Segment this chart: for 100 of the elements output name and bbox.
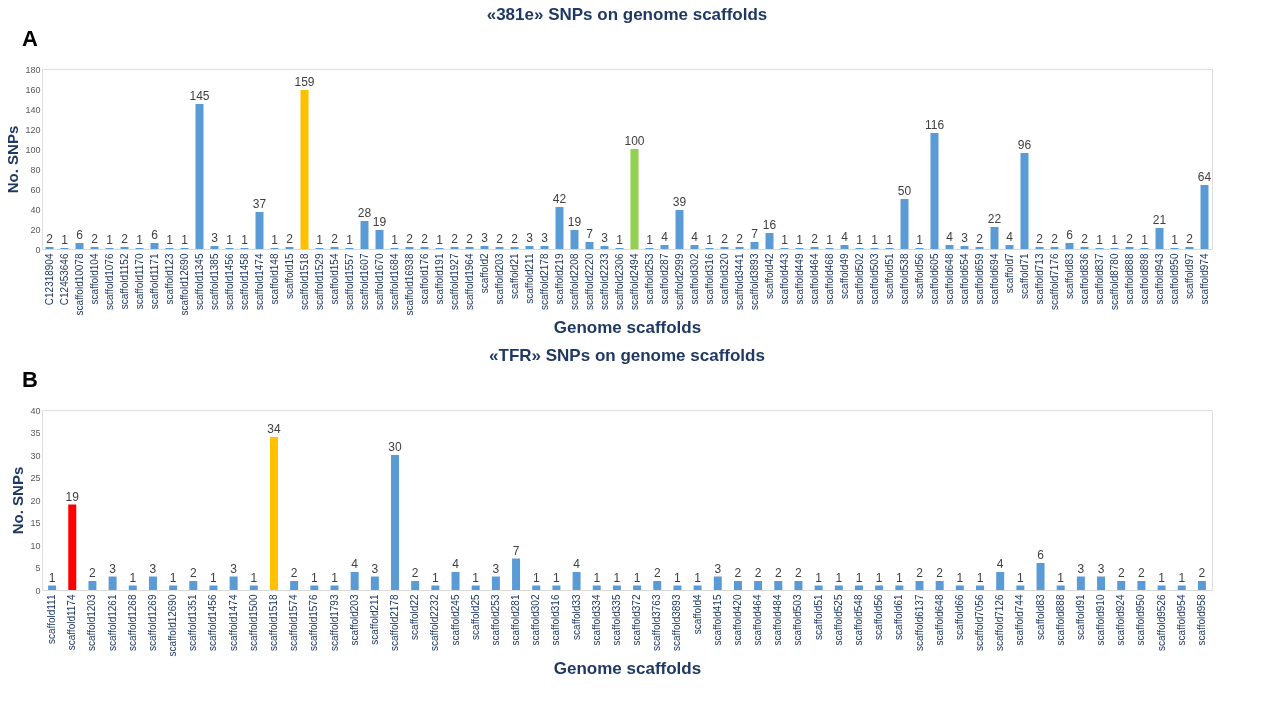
x-tick-label: scaffold10078 [73, 253, 85, 316]
data-label: 28 [357, 206, 372, 220]
x-tick-label: scaffold7056 [974, 594, 986, 652]
data-label: 21 [1152, 213, 1167, 227]
data-label: 145 [189, 89, 210, 103]
data-label: 2 [1117, 566, 1125, 580]
x-tick-label: scaffold1518 [267, 594, 279, 652]
data-label: 2 [1126, 232, 1134, 246]
data-label: 50 [897, 184, 912, 198]
data-label: 1 [1141, 233, 1149, 247]
x-tick-label: scaffold253 [643, 253, 655, 305]
data-label: 3 [149, 561, 157, 576]
x-tick-label: scaffold316 [703, 253, 715, 305]
x-tick-label: scaffold525 [832, 594, 844, 646]
bar [996, 572, 1005, 590]
data-label: 19 [372, 215, 387, 229]
y-tick-label: 180 [25, 64, 41, 75]
data-label: 1 [210, 570, 218, 585]
data-label: 2 [1036, 232, 1044, 246]
data-label: 1 [781, 233, 789, 247]
x-tick-label: scaffold648 [943, 253, 955, 305]
x-tick-label: scaffold1684 [388, 253, 400, 311]
bar [774, 581, 783, 590]
data-label: 2 [736, 232, 744, 246]
data-label: 1 [136, 233, 144, 247]
bar [290, 581, 299, 590]
x-tick-label: scaffold253 [489, 594, 501, 646]
data-label: 3 [230, 561, 238, 576]
data-label: 4 [691, 230, 699, 244]
data-label: 2 [734, 566, 742, 580]
data-label: 1 [106, 233, 114, 247]
bar [255, 212, 264, 249]
x-tick-label: scaffold66 [953, 594, 965, 640]
data-label: 3 [601, 231, 609, 245]
data-label: 1 [129, 570, 137, 585]
x-tick-label: scaffold1607 [358, 253, 370, 311]
data-label: 2 [189, 566, 197, 580]
bar [480, 246, 489, 249]
bar [491, 576, 500, 590]
data-label: 1 [346, 233, 354, 247]
x-tick-label: scaffold22 [409, 594, 421, 640]
data-label: 159 [294, 75, 315, 89]
x-tick-label: scaffold25 [469, 594, 481, 640]
x-tick-label: scaffold12690 [178, 253, 190, 316]
bar [570, 230, 579, 249]
x-tick-label: scaffold503 [792, 594, 804, 646]
y-tick-label: 100 [25, 144, 41, 155]
data-label: 2 [653, 566, 661, 580]
data-label: 64 [1197, 170, 1212, 184]
x-tick-label: scaffold744 [1014, 594, 1026, 646]
x-tick-label: scaffold219 [553, 253, 565, 305]
x-tick-label: scaffold1076 [103, 253, 115, 311]
data-label: 1 [331, 570, 339, 585]
data-label: 3 [526, 231, 534, 245]
x-tick-label: scaffold974 [1198, 253, 1210, 305]
data-label: 1 [316, 233, 324, 247]
x-tick-label: scaffold954 [1175, 594, 1187, 646]
text: A [22, 26, 38, 51]
bar [229, 576, 238, 590]
x-tick-label: C12453646 [58, 253, 70, 306]
bar [653, 581, 662, 590]
x-tick-label: scaffold211 [523, 253, 535, 304]
bar [990, 227, 999, 249]
data-label: 1 [593, 570, 601, 585]
x-tick-label: scaffold33 [570, 594, 582, 640]
data-label: 2 [421, 232, 429, 246]
x-tick-label: scaffold211 [368, 594, 380, 645]
bar [150, 243, 159, 249]
data-label: 19 [65, 489, 80, 504]
data-label: 1 [1178, 570, 1186, 585]
x-tick-label: scaffold1345 [193, 253, 205, 311]
x-tick-label: scaffold2178 [389, 594, 401, 652]
bar [945, 245, 954, 249]
y-axis-title: No. SNPs [9, 466, 27, 535]
x-tick-label: scaffold420 [731, 594, 743, 646]
data-label: 1 [815, 570, 823, 585]
x-tick-label: scaffold654 [958, 253, 970, 305]
bar [630, 149, 639, 249]
bar [585, 242, 594, 249]
data-label: 1 [250, 570, 258, 585]
data-label: 1 [226, 233, 234, 247]
x-tick-label: scaffold1456 [207, 594, 219, 652]
y-tick-label: 160 [25, 84, 41, 95]
x-tick-label: scaffold148 [268, 253, 280, 305]
x-tick-label: scaffold605 [928, 253, 940, 305]
x-tick-label: scaffold9526 [1155, 594, 1167, 652]
data-label: 1 [436, 233, 444, 247]
x-tick-label: scaffold1458 [238, 253, 250, 311]
data-label: 3 [1097, 561, 1105, 576]
x-tick-label: scaffold888 [1123, 253, 1135, 305]
bar [794, 581, 803, 590]
data-label: 1 [241, 233, 249, 247]
data-label: 100 [624, 134, 645, 148]
bar [108, 576, 117, 590]
data-label: 4 [452, 557, 460, 571]
y-tick-label: 15 [30, 518, 41, 528]
bar [900, 199, 909, 249]
data-label: 1 [1158, 570, 1166, 585]
x-tick-label: scaffold51 [883, 253, 895, 299]
y-tick-label: 35 [30, 428, 41, 438]
